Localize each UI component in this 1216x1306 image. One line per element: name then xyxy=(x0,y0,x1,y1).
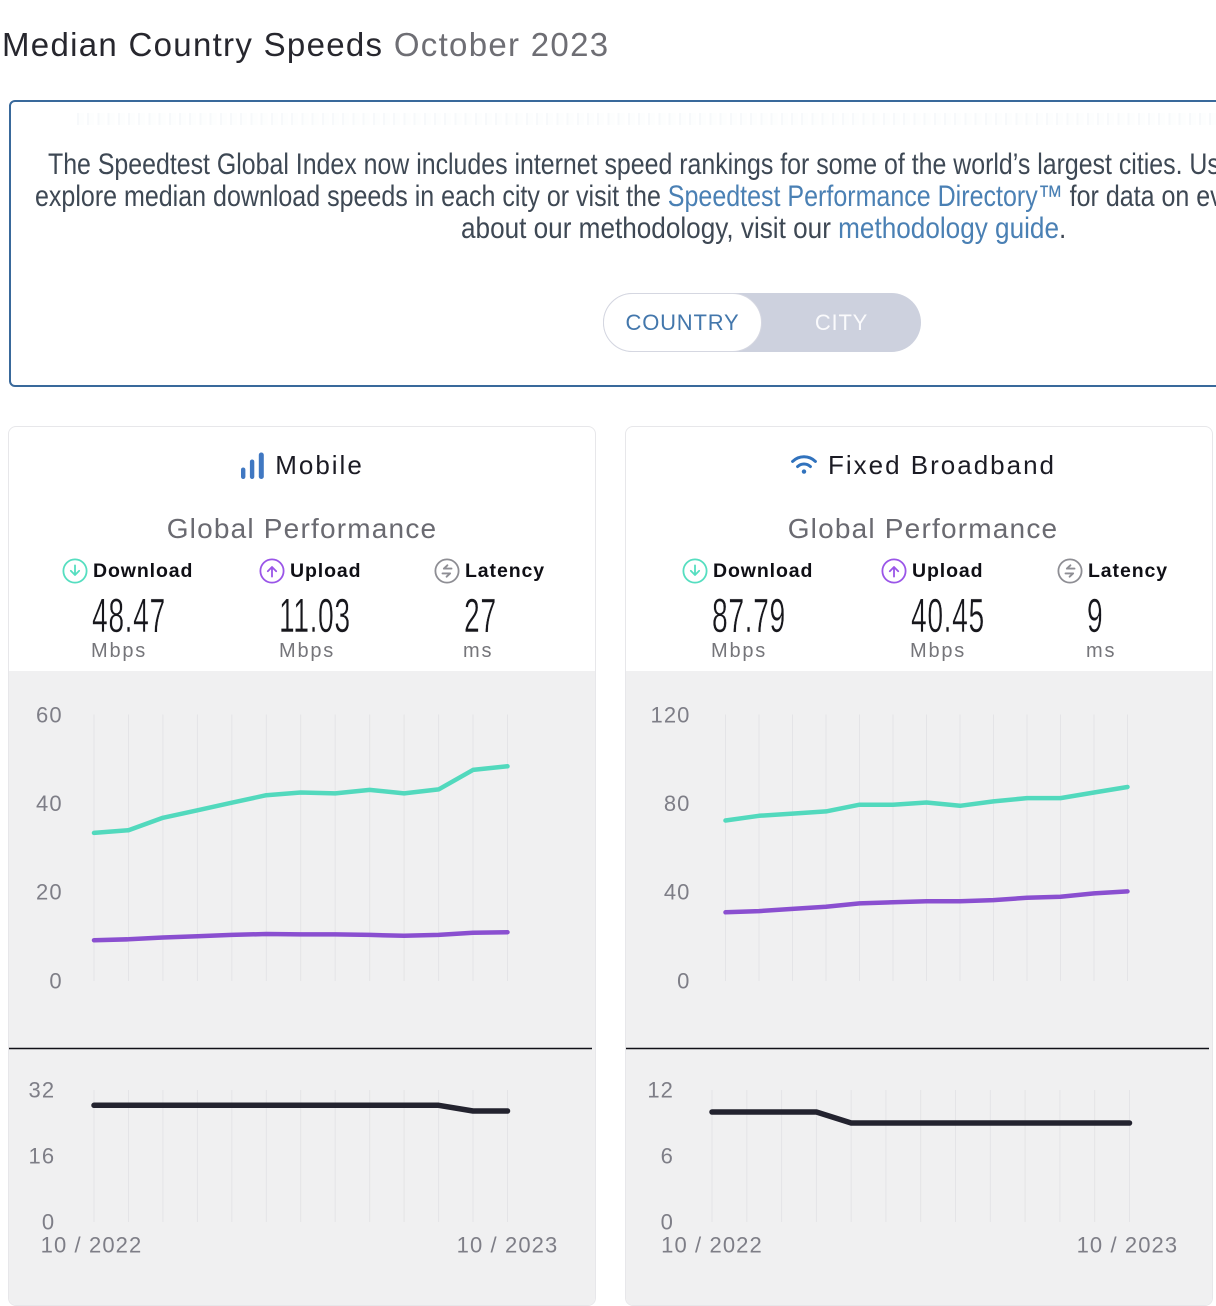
svg-text:6: 6 xyxy=(661,1144,674,1169)
svg-text:10 / 2023: 10 / 2023 xyxy=(1077,1233,1179,1258)
svg-text:40: 40 xyxy=(36,791,63,816)
svg-text:12: 12 xyxy=(647,1078,674,1103)
svg-text:80: 80 xyxy=(664,791,691,816)
svg-text:120: 120 xyxy=(650,702,690,727)
svg-text:20: 20 xyxy=(36,880,63,905)
svg-text:0: 0 xyxy=(42,1210,55,1235)
svg-text:10 / 2023: 10 / 2023 xyxy=(457,1233,559,1258)
svg-text:60: 60 xyxy=(36,702,63,727)
svg-text:0: 0 xyxy=(677,968,690,993)
svg-text:32: 32 xyxy=(29,1078,56,1103)
svg-text:16: 16 xyxy=(29,1144,56,1169)
svg-text:0: 0 xyxy=(49,968,62,993)
svg-text:10 / 2022: 10 / 2022 xyxy=(661,1233,763,1258)
svg-text:40: 40 xyxy=(664,880,691,905)
svg-text:10 / 2022: 10 / 2022 xyxy=(41,1233,143,1258)
svg-text:0: 0 xyxy=(661,1210,674,1235)
